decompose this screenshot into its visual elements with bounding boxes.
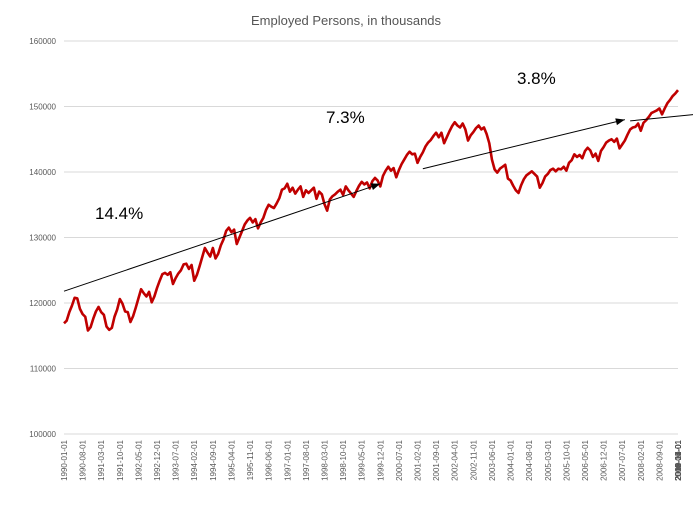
x-tick-label: 1998-03-01 [320,439,329,480]
trend-arrow [630,114,693,122]
x-tick-label: 2011-08-01 [674,439,683,480]
x-tick-label: 1999-12-01 [376,439,385,480]
x-tick-label: 2012-10-01 [674,439,683,480]
x-tick-label: 1999-05-01 [358,439,367,480]
x-tick-label: 2010-06-01 [674,439,683,480]
x-tick-label: 2003-06-01 [488,439,497,480]
trend-arrow [422,119,625,170]
arrow-head-icon [370,183,381,190]
x-tick-label: 1993-07-01 [172,439,181,480]
y-tick-label: 140000 [29,168,56,177]
growth-label: 7.3% [326,108,365,127]
x-tick-label: 2002-11-01 [469,439,478,480]
x-tick-label: 1998-10-01 [339,439,348,480]
series-layer [63,89,680,332]
x-tick-label: 1991-03-01 [97,439,106,480]
x-tick-label: 2000-07-01 [395,439,404,480]
x-tick-label: 2004-01-01 [507,439,516,480]
x-tick-label: 1995-04-01 [227,439,236,480]
x-tick-label: 2012-03-01 [674,439,683,480]
x-tick-label: 2005-03-01 [544,439,553,480]
gridlines [64,40,678,435]
x-tick-label: 1996-06-01 [265,439,274,480]
growth-label: 14.4% [95,204,143,223]
x-tick-label: 1995-11-01 [246,439,255,480]
chart-title: Employed Persons, in thousands [251,13,442,28]
x-tick-label: 2006-12-01 [600,439,609,480]
x-tick-label: 2001-09-01 [432,439,441,480]
x-axis-ticks: 1990-01-01 1990-08-01 1991-03-01 1991-10-01… [60,439,683,480]
x-tick-label: 1997-08-01 [302,439,311,480]
y-tick-label: 110000 [30,365,57,374]
x-tick-label: 1992-12-01 [153,439,162,480]
growth-label: 3.8% [517,69,556,88]
x-tick-label: 2008-02-01 [637,439,646,480]
y-axis-ticks: 100000 110000 120000 130000 140000 150000 1600… [29,37,56,439]
x-tick-label: 2011-01-01 [674,439,683,480]
x-tick-label: 2013-12-01 [674,439,683,480]
x-tick-label: 1992-05-01 [134,439,143,480]
x-tick-label: 2009-04-01 [674,439,683,480]
x-tick-label: 2013-05-01 [674,439,683,480]
x-tick-label: 2002-04-01 [451,439,460,480]
x-tick-label: 2006-05-01 [581,439,590,480]
x-tick-label: 2016-04-01 [674,439,683,480]
x-tick-label: 2004-08-01 [525,439,534,480]
x-tick-label: 2014-07-01 [674,439,683,480]
x-tick-label: 1994-02-01 [190,439,199,480]
x-tick-label: 2007-07-01 [618,439,627,480]
x-tick-label: 1997-01-01 [283,439,292,480]
x-tick-label: 2008-09-01 [655,439,664,480]
x-tick-label: 2015-02-01 [674,439,683,480]
y-tick-label: 120000 [29,299,56,308]
y-tick-label: 130000 [29,234,56,243]
y-tick-label: 150000 [29,103,56,112]
x-tick-label: 2005-10-01 [562,439,571,480]
x-tick-label: 2001-02-01 [414,439,423,480]
annotations: 14.4% 7.3% 3.8% [63,69,693,292]
arrow-head-icon [615,118,625,126]
x-tick-label: 1990-01-01 [60,439,69,480]
y-tick-label: 100000 [29,430,56,439]
series-line-employed-persons [63,89,680,332]
y-tick-label: 160000 [29,37,56,46]
trend-arrow [63,183,381,292]
x-tick-label: 1991-10-01 [116,439,125,480]
x-tick-label: 2009-11-01 [674,439,683,480]
x-tick-label: 1990-08-01 [79,439,88,480]
x-tick-label: 2015-09-01 [674,439,683,480]
x-tick-label: 1994-09-01 [209,439,218,480]
